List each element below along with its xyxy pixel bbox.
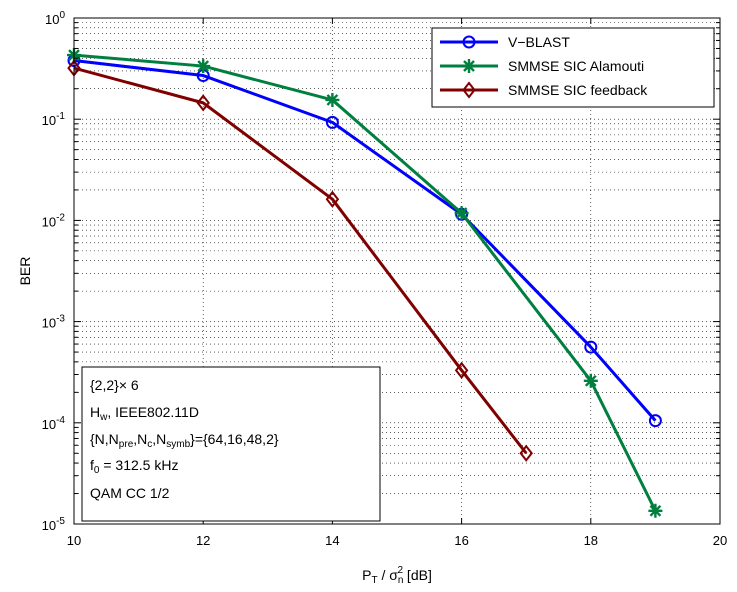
x-tick-label: 12 — [196, 533, 210, 548]
y-tick-label: 10-1 — [42, 111, 66, 128]
y-tick-label: 10-2 — [42, 212, 66, 229]
legend-marker — [462, 81, 476, 99]
annotation-line-2: Hw, IEEE802.11D — [90, 404, 199, 423]
data-point — [325, 92, 340, 107]
y-axis-label: BER — [17, 257, 33, 286]
data-point — [519, 444, 533, 462]
y-tick-label: 10-4 — [42, 415, 66, 432]
series-line — [73, 59, 657, 422]
data-point — [583, 373, 598, 388]
annotation-line-5: QAM CC 1/2 — [90, 485, 170, 501]
series-2 — [67, 48, 663, 518]
data-point — [648, 414, 662, 428]
legend-entry-3: SMMSE SIC feedback — [440, 81, 648, 99]
data-point — [325, 190, 340, 208]
series-line — [73, 53, 657, 512]
series-line — [73, 66, 528, 455]
series-layer — [67, 48, 663, 518]
legend-marker — [462, 59, 476, 73]
x-tick-label: 20 — [713, 533, 727, 548]
x-tick-label: 16 — [454, 533, 468, 548]
x-axis-label: PT / σn2 [dB] — [362, 565, 432, 586]
y-tick-label: 10-3 — [42, 314, 66, 331]
annotation-line-4: f0 = 312.5 kHz — [90, 457, 178, 476]
legend-label: SMMSE SIC Alamouti — [508, 58, 644, 74]
legend-marker — [462, 35, 476, 49]
data-point — [648, 503, 663, 518]
legend-entry-2: SMMSE SIC Alamouti — [440, 58, 644, 74]
x-tick-label: 18 — [584, 533, 598, 548]
data-point — [325, 115, 339, 129]
x-tick-label: 14 — [325, 533, 339, 548]
data-point — [196, 59, 211, 74]
annotation-box: {2,2}× 6 Hw, IEEE802.11D {N,Npre,Nc,Nsym… — [81, 366, 381, 522]
annotation-frame — [81, 366, 381, 522]
data-point — [584, 340, 598, 354]
annotation-line-1: {2,2}× 6 — [90, 377, 139, 393]
y-tick-label: 10-5 — [42, 516, 66, 533]
annotation-line-3: {N,Npre,Nc,Nsymb}={64,16,48,2} — [90, 431, 279, 450]
tick-labels: 10 12 14 16 18 20 10-5 10-4 10-3 10-2 10-1 100 — [42, 10, 728, 548]
y-tick-label: 100 — [45, 10, 65, 27]
data-point — [454, 206, 469, 221]
legend-label: V−BLAST — [508, 34, 570, 50]
series-3 — [67, 59, 533, 462]
plot-frame — [73, 17, 721, 525]
data-point — [454, 361, 469, 379]
x-tick-label: 10 — [67, 533, 81, 548]
legend-entry-1: V−BLAST — [440, 34, 570, 50]
legend: V−BLAST SMMSE SIC Alamouti SMMSE SIC feedb… — [431, 27, 715, 108]
legend-label: SMMSE SIC feedback — [508, 82, 648, 98]
data-point — [196, 94, 210, 112]
